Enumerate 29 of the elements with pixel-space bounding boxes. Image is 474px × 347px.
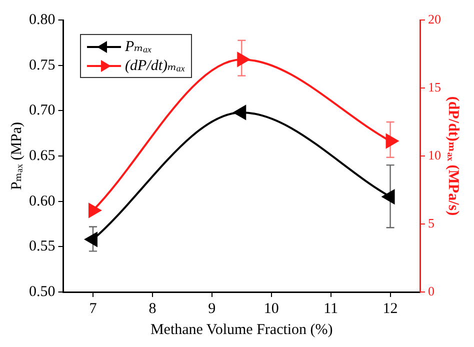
x-tick-label: 7 bbox=[89, 300, 98, 317]
y-tick-label: 0.55 bbox=[29, 238, 56, 255]
y2-tick-label: 10 bbox=[428, 147, 441, 162]
point bbox=[88, 203, 101, 218]
y2-tick-label: 15 bbox=[428, 79, 441, 94]
y2-tick-label: 20 bbox=[428, 11, 441, 26]
x-tick-label: 11 bbox=[324, 300, 338, 317]
y2-tick-label: 5 bbox=[428, 215, 434, 230]
y2-tick-label: 0 bbox=[428, 283, 434, 298]
y-tick-label: 0.70 bbox=[29, 102, 56, 119]
point bbox=[234, 105, 246, 120]
y-axis-title: Pₘₐₓ (MPa) bbox=[8, 122, 25, 190]
x-axis-title: Methane Volume Fraction (%) bbox=[150, 322, 333, 338]
legend-label: (dP/dt)ₘₐₓ bbox=[125, 57, 186, 75]
point bbox=[237, 52, 250, 66]
x-tick-label: 12 bbox=[382, 300, 398, 317]
legend-label: Pₘₐₓ bbox=[125, 38, 152, 56]
x-tick-label: 8 bbox=[148, 300, 156, 317]
point bbox=[386, 134, 398, 148]
point bbox=[382, 190, 395, 204]
y-tick-label: 0.60 bbox=[29, 193, 56, 210]
point bbox=[84, 232, 98, 246]
x-tick-label: 10 bbox=[264, 300, 279, 317]
y2-axis-title: (dP/dt)ₘₐₓ (MPa/s) bbox=[445, 96, 462, 216]
y-tick-label: 0.80 bbox=[29, 12, 56, 28]
y-tick-label: 0.75 bbox=[29, 57, 56, 74]
x-tick-label: 9 bbox=[208, 300, 216, 317]
y-tick-label: 0.50 bbox=[29, 284, 56, 300]
y-tick-label: 0.65 bbox=[29, 148, 56, 164]
